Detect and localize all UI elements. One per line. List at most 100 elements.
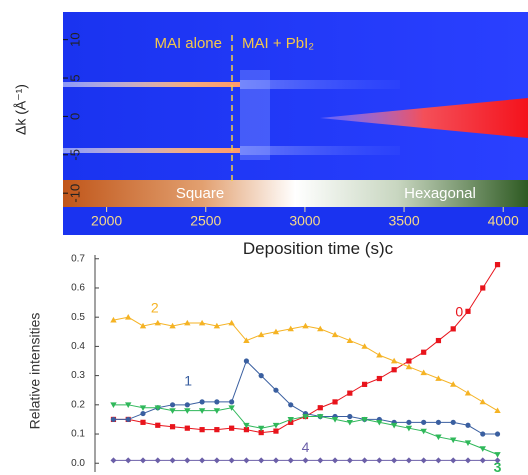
point — [155, 422, 161, 428]
y-axis-label: Relative intensities — [27, 313, 43, 430]
point — [450, 326, 456, 332]
point — [331, 417, 339, 423]
point — [199, 427, 205, 433]
point — [140, 457, 147, 464]
point — [139, 322, 147, 329]
point — [420, 428, 427, 435]
point — [273, 428, 279, 434]
point — [480, 285, 486, 291]
point — [272, 422, 280, 429]
point — [435, 337, 442, 344]
series: 1 — [110, 358, 501, 437]
x-tick-label: 2000 — [91, 213, 122, 229]
annotation: MAI alone — [154, 35, 222, 52]
point — [420, 369, 427, 376]
point — [154, 319, 161, 326]
series-label: 4 — [302, 439, 310, 455]
point — [110, 316, 117, 323]
point — [198, 319, 206, 326]
y-tick-label: 0.7 — [71, 253, 85, 264]
point — [273, 387, 279, 393]
point — [228, 319, 235, 326]
colorbar-label: Square — [176, 185, 224, 202]
point — [317, 325, 324, 332]
point — [243, 337, 250, 343]
point — [376, 351, 383, 358]
point — [435, 457, 442, 464]
point — [347, 390, 353, 396]
point — [331, 331, 339, 338]
y-tick-label: 0.3 — [71, 370, 85, 381]
point — [317, 405, 323, 411]
point — [110, 402, 117, 409]
point — [139, 405, 147, 411]
y-tick-label: -5 — [67, 149, 82, 161]
point — [420, 457, 427, 464]
series: 0 — [110, 262, 501, 436]
point — [199, 399, 205, 405]
point — [184, 457, 191, 464]
x-tick-label: 3000 — [289, 213, 320, 229]
point — [464, 389, 472, 396]
point — [435, 375, 442, 381]
point — [405, 457, 412, 464]
series-label: 3 — [494, 459, 502, 475]
x-tick-label: 2500 — [190, 213, 221, 229]
y-tick-label: 0.0 — [71, 458, 85, 469]
point — [154, 457, 161, 464]
point — [258, 373, 264, 379]
point — [361, 343, 368, 349]
series-label: 2 — [151, 300, 159, 316]
point — [317, 457, 324, 464]
x-axis-label-text: Deposition time (s) — [243, 239, 385, 258]
point — [125, 416, 131, 423]
point — [243, 358, 250, 364]
point — [154, 405, 161, 411]
y-tick-label: -10 — [67, 184, 82, 203]
point — [228, 457, 235, 464]
point — [346, 457, 353, 464]
point — [450, 419, 456, 425]
point — [169, 457, 176, 464]
point — [435, 434, 442, 441]
point — [406, 419, 412, 425]
point — [243, 422, 250, 429]
y-tick-label: 0 — [67, 113, 82, 120]
point — [110, 457, 117, 464]
point — [464, 440, 472, 446]
point — [494, 452, 501, 458]
point — [332, 399, 338, 405]
point — [258, 429, 264, 436]
point — [317, 414, 324, 420]
x-tick-label: 3500 — [388, 213, 419, 229]
point — [479, 446, 486, 452]
point — [213, 408, 221, 414]
point — [494, 262, 501, 268]
point — [302, 414, 309, 420]
point — [169, 408, 176, 414]
point — [479, 398, 486, 405]
series-label: 0 — [455, 304, 463, 320]
series-label: 1 — [184, 373, 192, 389]
y-tick-label: 0.2 — [71, 399, 85, 410]
point — [376, 457, 383, 464]
point — [287, 417, 294, 423]
point — [169, 424, 176, 430]
point — [361, 417, 368, 423]
y-tick-label: 0.6 — [71, 283, 85, 294]
point — [332, 457, 339, 464]
point — [229, 399, 235, 405]
point — [494, 457, 501, 464]
point — [361, 381, 368, 387]
point — [347, 413, 353, 420]
point — [376, 375, 382, 382]
point — [213, 457, 220, 464]
point — [302, 457, 309, 464]
point — [140, 419, 146, 425]
x-axis-label: Deposition time (s)c — [243, 239, 394, 258]
point — [272, 328, 280, 335]
point — [390, 357, 398, 364]
point — [199, 457, 206, 464]
point — [214, 427, 220, 433]
point — [391, 457, 398, 464]
